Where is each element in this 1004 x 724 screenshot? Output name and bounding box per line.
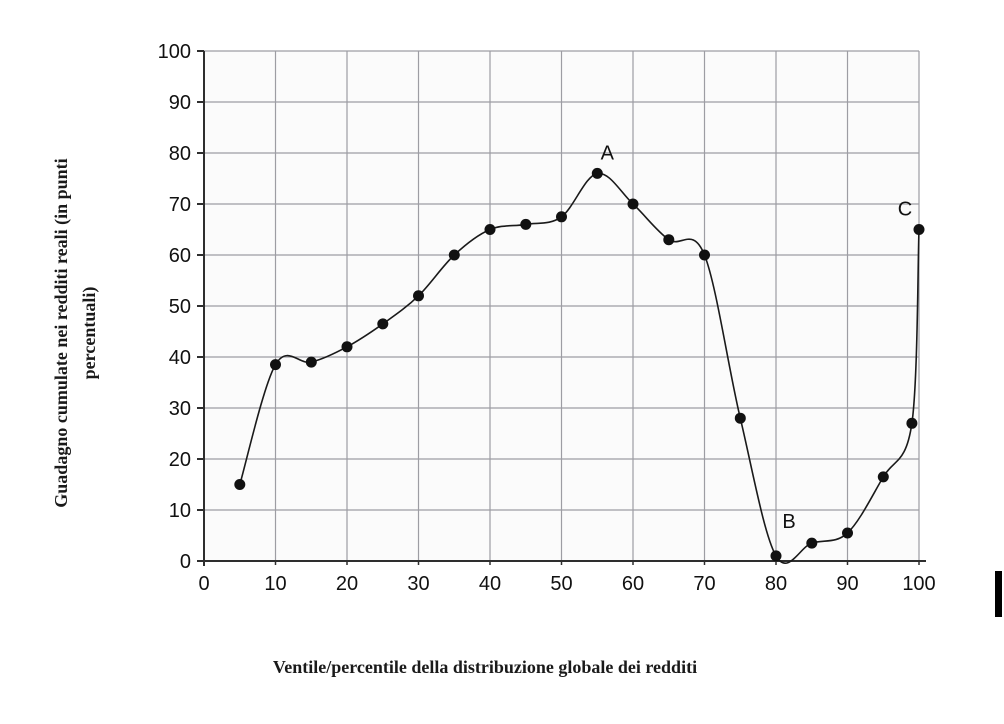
x-tick-label: 30 — [407, 573, 429, 595]
x-tick-label: 100 — [902, 573, 935, 595]
annotation-A: A — [601, 142, 615, 164]
x-axis-title: Ventile/percentile della distribuzione g… — [272, 657, 698, 677]
y-axis-title-line2: percentuali) — [79, 286, 99, 380]
data-point-85 — [806, 537, 818, 549]
x-tick-label: 80 — [765, 573, 787, 595]
y-tick-label: 40 — [169, 347, 191, 369]
data-point-15 — [305, 356, 317, 368]
data-point-75 — [734, 412, 746, 424]
data-point-45 — [520, 218, 532, 230]
x-tick-label: 0 — [198, 573, 209, 595]
annotation-B: B — [782, 511, 795, 533]
y-tick-label: 30 — [169, 398, 191, 420]
data-point-30 — [413, 290, 424, 302]
data-point-65 — [663, 234, 675, 246]
y-tick-label: 60 — [169, 245, 191, 267]
x-tick-label: 70 — [693, 573, 715, 595]
y-axis-title-line1: Guadagno cumulate nei redditi reali (in … — [51, 158, 71, 508]
data-point-90 — [842, 527, 853, 539]
data-point-99 — [906, 417, 918, 429]
annotation-C: C — [898, 199, 912, 221]
data-point-100 — [913, 224, 925, 235]
data-point-70 — [699, 249, 710, 261]
y-tick-label: 50 — [169, 296, 191, 318]
y-tick-label: 70 — [169, 194, 191, 216]
data-point-10 — [270, 359, 281, 371]
y-tick-label: 0 — [180, 551, 191, 573]
data-point-25 — [377, 318, 389, 330]
data-point-55 — [591, 167, 603, 179]
x-tick-label: 20 — [336, 573, 358, 595]
x-tick-label: 10 — [264, 573, 286, 595]
y-tick-label: 20 — [169, 449, 191, 471]
data-point-50 — [556, 211, 567, 223]
x-tick-label: 50 — [550, 573, 572, 595]
data-point-40 — [484, 224, 496, 235]
y-axis-title: Guadagno cumulate nei redditi reali (in … — [47, 133, 105, 533]
y-tick-label: 80 — [169, 143, 191, 165]
x-tick-label: 60 — [622, 573, 644, 595]
data-point-20 — [341, 341, 353, 353]
data-point-60 — [627, 198, 639, 210]
cursor-artifact — [995, 571, 1002, 617]
y-tick-label: 90 — [169, 92, 191, 114]
data-point-35 — [448, 249, 460, 261]
x-tick-label: 90 — [836, 573, 858, 595]
y-tick-label: 10 — [169, 500, 191, 522]
data-point-95 — [877, 471, 889, 483]
y-tick-label: 100 — [158, 41, 191, 63]
data-point-5 — [234, 479, 246, 490]
x-tick-label: 40 — [479, 573, 501, 595]
data-point-80 — [770, 550, 782, 562]
